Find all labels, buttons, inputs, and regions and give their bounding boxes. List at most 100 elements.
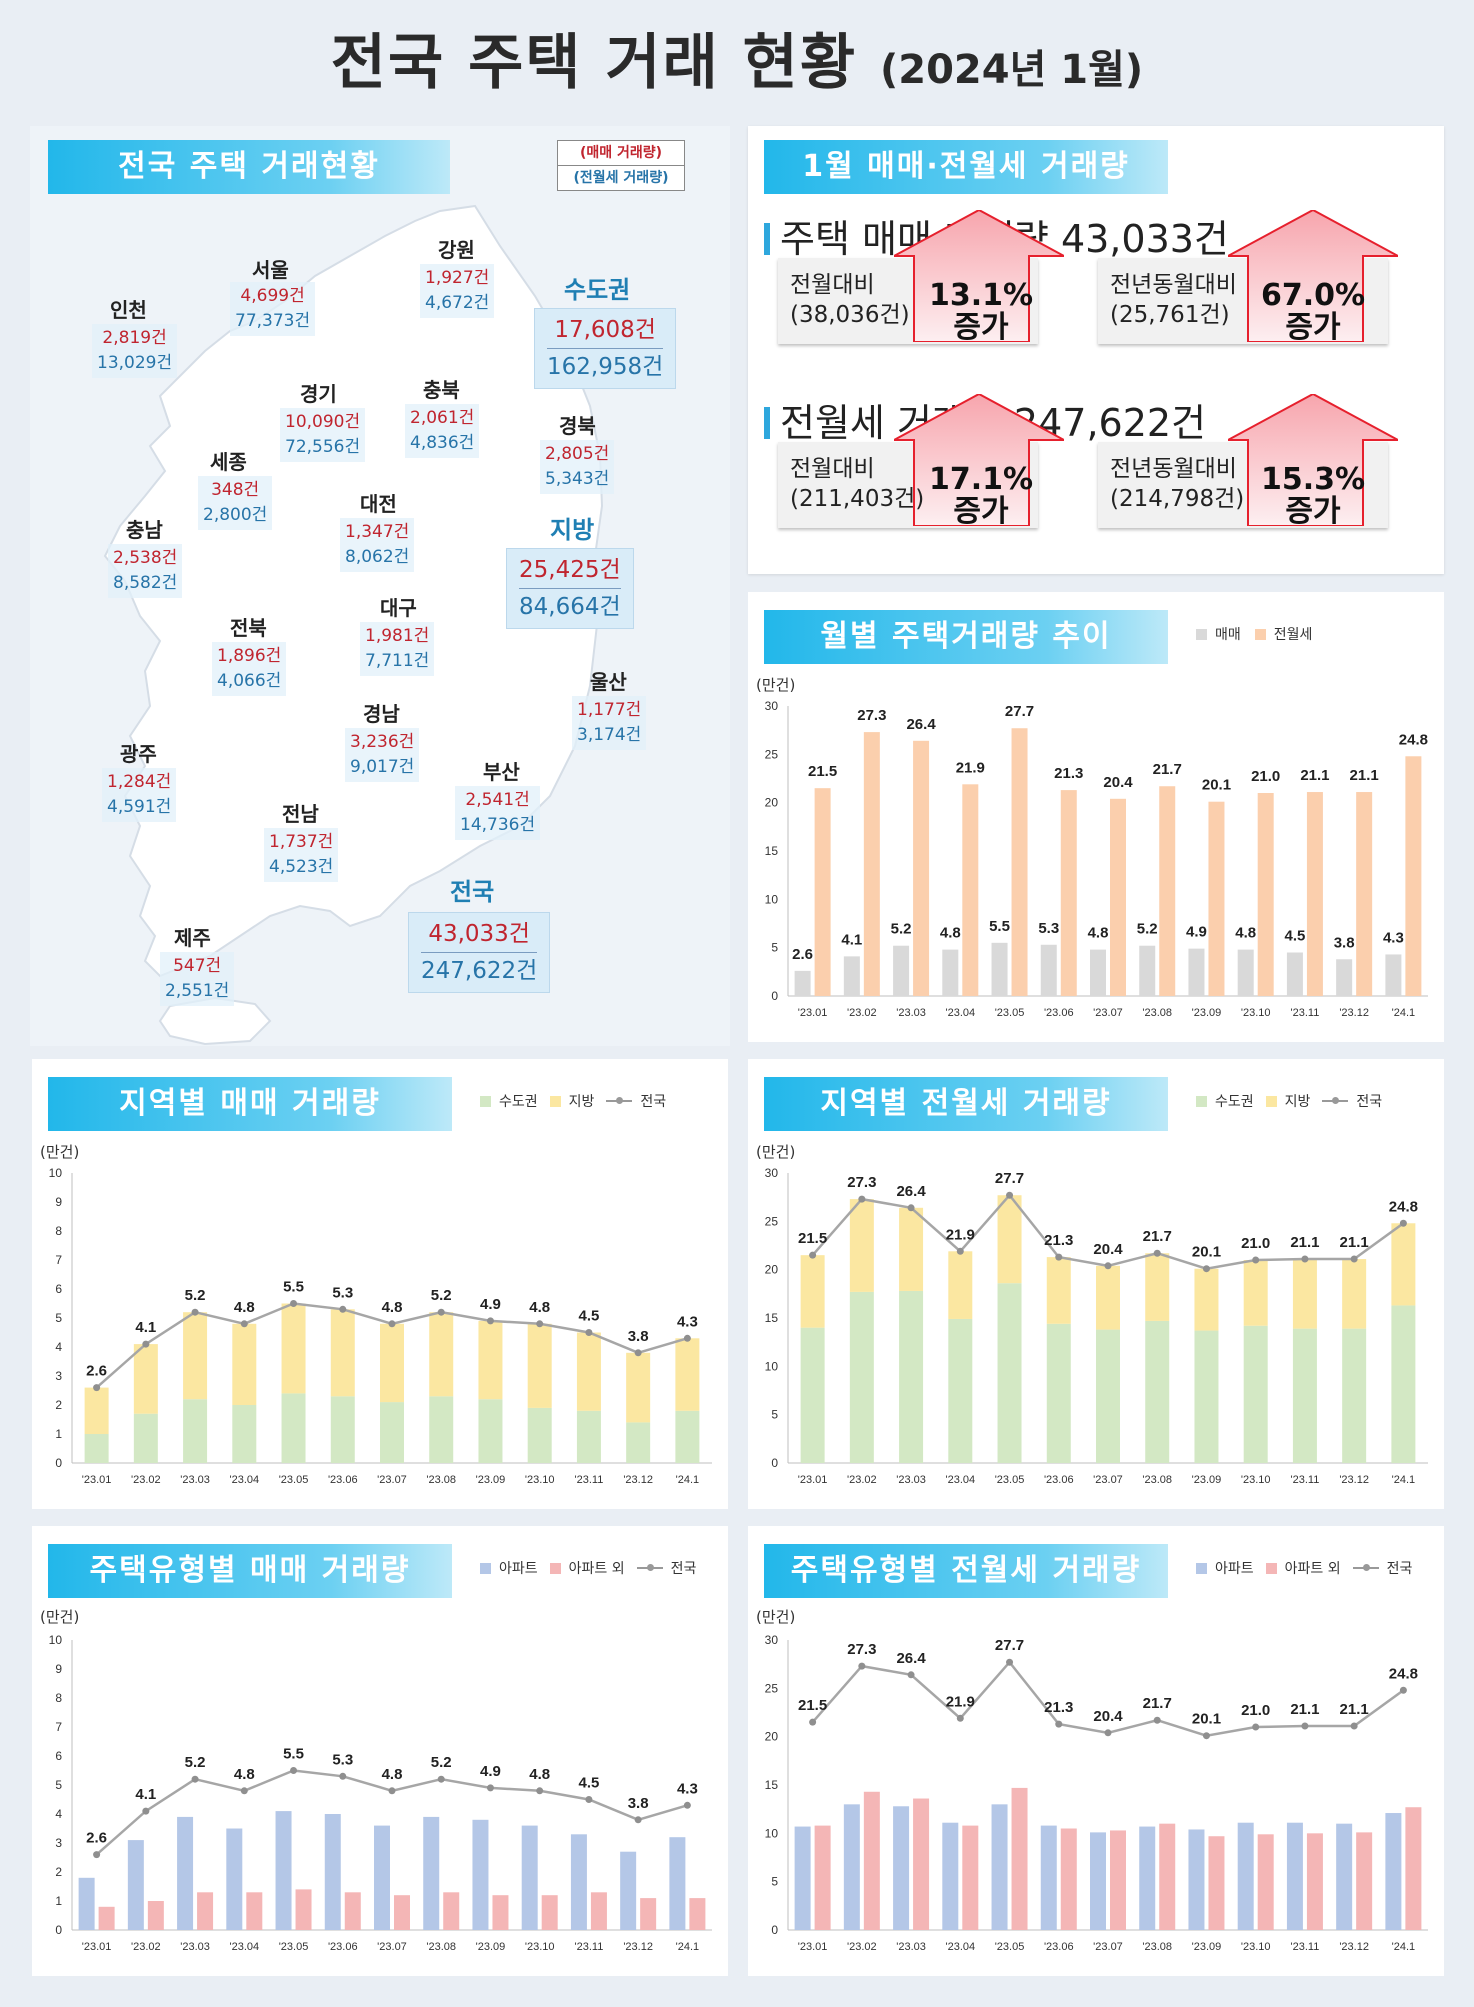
line-point — [437, 1308, 445, 1316]
x-tick-label: '23.09 — [1192, 1941, 1222, 1953]
line-point — [1104, 1262, 1112, 1270]
rent-heading-marker — [764, 407, 770, 439]
region-box-busan: 2,541건 14,736건 — [455, 786, 541, 840]
legend-swatch — [480, 1562, 491, 1574]
region-box-gyeonggi: 10,090건 72,556건 — [280, 408, 366, 462]
data-label: 20.4 — [1093, 1708, 1123, 1725]
line-point — [388, 1320, 396, 1328]
region-box-jeonnam: 1,737건 4,523건 — [264, 828, 339, 882]
data-label: 5.5 — [283, 1279, 304, 1296]
bar-수도권 — [576, 1410, 601, 1463]
data-label: 3.8 — [1334, 934, 1355, 951]
data-label: 24.8 — [1389, 1665, 1418, 1682]
x-tick-label: '23.02 — [131, 1474, 161, 1486]
bar-매매 — [1040, 944, 1057, 996]
x-tick-label: '23.06 — [328, 1474, 358, 1486]
x-tick-label: '23.03 — [180, 1474, 210, 1486]
y-tick-label: 10 — [765, 1826, 779, 1840]
y-tick-label: 20 — [765, 1263, 779, 1277]
region-sale: 2,805건 — [545, 444, 610, 464]
data-label: 5.5 — [283, 1746, 304, 1763]
x-tick-label: '23.07 — [1093, 1474, 1123, 1486]
line-point — [809, 1251, 817, 1259]
legend-swatch — [1254, 628, 1266, 640]
chart-title: 주택유형별 매매 거래량 — [48, 1544, 452, 1598]
line-point — [858, 1662, 866, 1670]
bar-아파트 외 — [197, 1892, 214, 1930]
data-label: 4.3 — [1383, 929, 1404, 946]
data-label: 4.9 — [480, 1296, 501, 1313]
bar-매매 — [991, 942, 1008, 996]
legend-swatch — [480, 1095, 491, 1107]
legend-swatch — [1265, 1562, 1277, 1574]
bar-수도권 — [281, 1393, 306, 1463]
bar-매매 — [1336, 959, 1353, 996]
data-label: 4.8 — [234, 1299, 255, 1316]
bar-수도권 — [948, 1318, 973, 1463]
data-label: 27.7 — [995, 1637, 1024, 1654]
legend-label: 전국 — [670, 1561, 697, 1577]
bar-아파트 — [78, 1877, 95, 1930]
bar-전월세 — [1356, 792, 1373, 996]
y-tick-label: 2 — [55, 1398, 62, 1412]
legend-label: 수도권 — [499, 1094, 538, 1110]
data-label: 21.9 — [946, 1226, 975, 1243]
bar-아파트 외 — [1159, 1823, 1176, 1930]
region-name-incheon: 인천 — [110, 298, 147, 322]
line-point — [1399, 1219, 1407, 1227]
chart-legend: 수도권 지방 전국 — [1196, 1091, 1382, 1111]
bar-수도권 — [133, 1413, 158, 1463]
line-point — [683, 1801, 691, 1809]
region-name-jeonnam: 전남 — [282, 802, 319, 826]
bar-전월세 — [1306, 792, 1323, 996]
bar-아파트 — [1336, 1823, 1353, 1930]
data-label: 4.1 — [841, 931, 862, 948]
data-label: 21.0 — [1241, 1702, 1270, 1719]
region-rent: 77,373건 — [235, 311, 311, 331]
bar-전월세 — [1405, 756, 1422, 996]
card-pct: 67.0% 증가 — [1248, 280, 1378, 344]
bar-지방 — [948, 1251, 973, 1319]
bar-아파트 — [893, 1806, 910, 1930]
line-point — [907, 1671, 915, 1679]
region-name-gangwon: 강원 — [438, 238, 475, 262]
bar-전월세 — [1011, 728, 1028, 996]
card-pct-change: 증가 — [1285, 310, 1341, 345]
total-box-capital: 17,608건 162,958건 — [534, 308, 677, 389]
data-label: 21.0 — [1251, 768, 1280, 785]
region-rent: 8,062건 — [345, 547, 410, 567]
region-name-ulsan: 울산 — [590, 670, 627, 694]
bar-매매 — [1286, 952, 1303, 996]
y-tick-label: 20 — [765, 1730, 779, 1744]
y-tick-label: 2 — [55, 1865, 62, 1879]
chart-title: 지역별 전월세 거래량 — [764, 1077, 1168, 1131]
x-tick-label: '23.09 — [476, 1474, 506, 1486]
sale-card-mom: 전월대비 (38,036건) 13.1% 증가 — [778, 210, 1064, 344]
bar-수도권 — [800, 1327, 825, 1463]
x-tick-label: '23.12 — [623, 1474, 653, 1486]
data-label: 21.5 — [798, 1230, 827, 1247]
legend-line — [606, 1097, 633, 1104]
map-panel: 전국 주택 거래현황 (매매 거래량) (전월세 거래량) 서울 4,699건 7… — [30, 126, 730, 1046]
region-name-sejong: 세종 — [210, 450, 247, 474]
bar-전월세 — [863, 732, 880, 996]
bar-아파트 외 — [492, 1895, 509, 1930]
chart-unit: (만건) — [756, 1608, 796, 1626]
data-label: 4.1 — [135, 1319, 156, 1336]
x-tick-label: '23.09 — [476, 1941, 506, 1953]
x-tick-label: '23.12 — [1339, 1941, 1369, 1953]
data-label: 26.4 — [906, 716, 936, 733]
bar-수도권 — [429, 1396, 454, 1463]
card-pct: 13.1% 증가 — [916, 280, 1046, 344]
line-point — [536, 1787, 544, 1795]
bar-수도권 — [997, 1283, 1022, 1463]
bar-전월세 — [913, 740, 930, 996]
bar-아파트 외 — [640, 1898, 657, 1930]
data-label: 5.3 — [332, 1751, 353, 1768]
legend-line — [636, 1564, 663, 1571]
y-tick-label: 6 — [55, 1282, 62, 1296]
legend-line — [1352, 1564, 1379, 1571]
map-legend-sale: (매매 거래량) — [558, 141, 684, 166]
sale-heading-marker — [764, 223, 770, 255]
chart-panel-type-rent: 주택유형별 전월세 거래량 아파트 아파트 외 전국 (만건) 0 5 10 15 20… — [748, 1526, 1444, 1976]
